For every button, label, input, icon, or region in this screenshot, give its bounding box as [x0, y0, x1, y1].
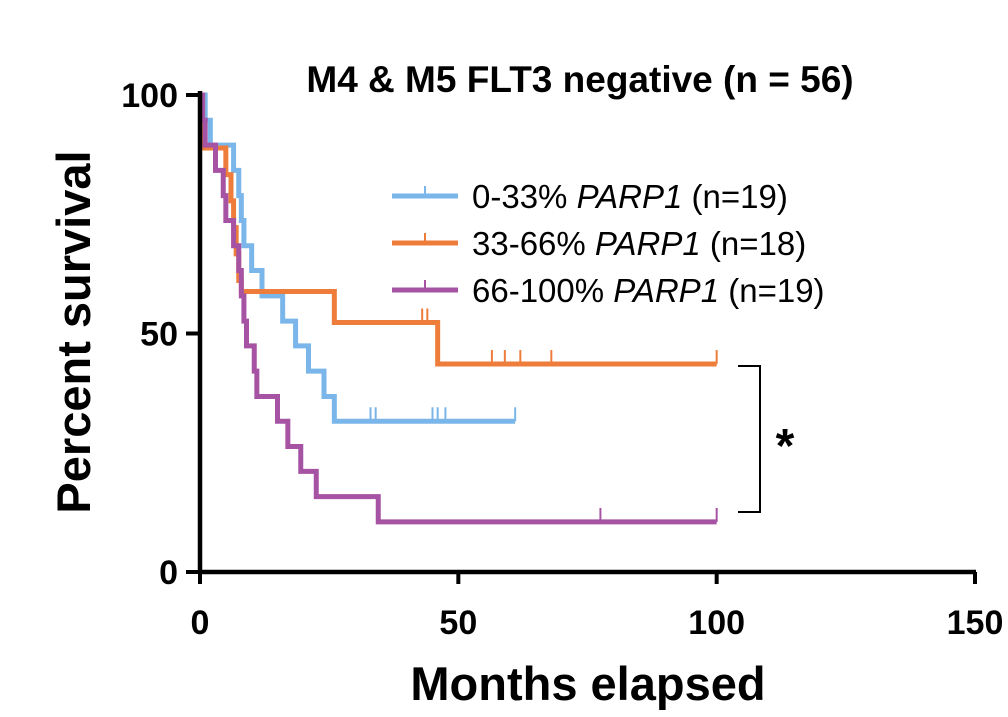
legend: 0-33% PARP1 (n=19) 33-66% PARP1 (n=18) 6… [392, 178, 825, 309]
x-axis-label: Months elapsed [410, 657, 765, 710]
x-tick-label-150: 150 [947, 604, 1004, 642]
series-layer [200, 92, 718, 525]
survival-curve-66-100 [200, 92, 717, 525]
x-tick-label-0: 0 [191, 604, 210, 642]
y-axis-label: Percent survival [47, 150, 100, 513]
significance-star: * [776, 420, 795, 473]
legend-item-33-66: 33-66% PARP1 (n=18) [392, 225, 806, 262]
ticks-layer: 0 50 100 150 0 50 100 [121, 77, 1003, 642]
y-tick-label-0: 0 [159, 554, 178, 592]
x-tick-label-100: 100 [688, 604, 745, 642]
legend-item-66-100: 66-100% PARP1 (n=19) [392, 272, 825, 309]
survival-curve-0-33 [200, 92, 516, 424]
y-tick-label-50: 50 [140, 316, 178, 354]
legend-label-33-66: 33-66% PARP1 (n=18) [472, 225, 806, 262]
legend-item-0-33: 0-33% PARP1 (n=19) [392, 178, 788, 215]
significance-bracket: * [738, 365, 795, 513]
bracket-line [738, 365, 761, 513]
chart-title: M4 & M5 FLT3 negative (n = 56) [306, 59, 853, 100]
y-tick-label-100: 100 [121, 77, 178, 115]
x-tick-label-50: 50 [439, 604, 477, 642]
legend-label-66-100: 66-100% PARP1 (n=19) [472, 272, 825, 309]
legend-label-0-33: 0-33% PARP1 (n=19) [472, 178, 788, 215]
